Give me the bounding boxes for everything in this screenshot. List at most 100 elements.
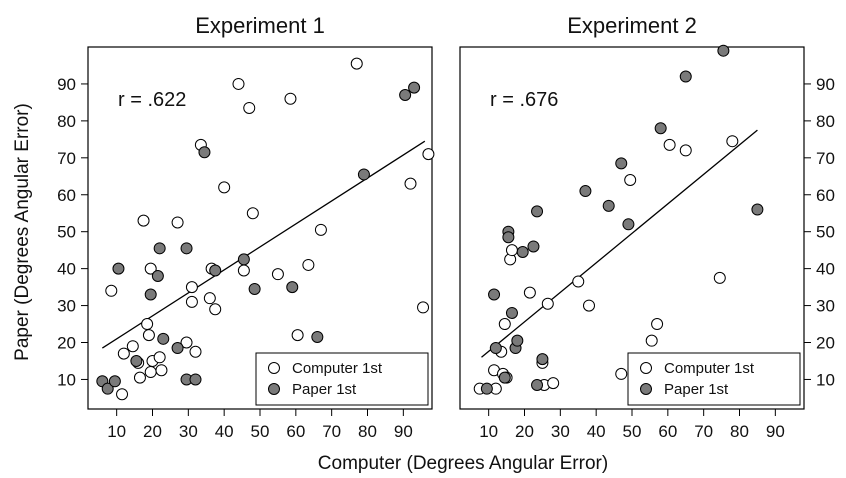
experiment-2-legend-label: Paper 1st bbox=[664, 381, 729, 398]
experiment-2-computer-1st-point bbox=[713, 271, 726, 284]
experiment-1-correlation-label: r = .622 bbox=[118, 89, 186, 111]
experiment-1-paper-1st-point bbox=[399, 89, 412, 102]
experiment-2-computer-1st-point bbox=[505, 244, 518, 257]
experiment-2-computer-1st-point bbox=[663, 138, 676, 151]
experiment-1-computer-1st-point bbox=[189, 345, 202, 358]
experiment-2-y-tick-label: 80 bbox=[816, 112, 835, 131]
experiment-2-y-tick-label: 20 bbox=[816, 334, 835, 353]
experiment-2-computer-1st-point bbox=[541, 297, 554, 310]
experiment-1-computer-1st-point bbox=[144, 366, 157, 379]
experiment-1-computer-1st-point bbox=[141, 318, 154, 331]
experiment-2-paper-1st-point bbox=[531, 205, 544, 218]
experiment-1-x-tick-label: 10 bbox=[107, 422, 126, 441]
experiment-2-computer-1st-point bbox=[498, 318, 511, 331]
experiment-1-panel: Experiment 1 10 20 30 40 50 60 70 80 90 10 20 30 40 50… bbox=[57, 13, 435, 441]
experiment-2-paper-1st-point bbox=[654, 122, 667, 135]
experiment-1-y-tick-label: 80 bbox=[57, 112, 76, 131]
experiment-2-computer-1st-point bbox=[679, 144, 692, 157]
experiment-2-paper-1st-point bbox=[489, 342, 502, 355]
experiment-2-y-tick-label: 90 bbox=[816, 75, 835, 94]
experiment-1-computer-1st-point bbox=[185, 281, 198, 294]
experiment-1-x-tick-label: 30 bbox=[179, 422, 198, 441]
experiment-1-paper-1st-point bbox=[209, 264, 222, 277]
experiment-2-x-tick-label: 30 bbox=[551, 422, 570, 441]
experiment-2-computer-1st-point bbox=[547, 377, 560, 390]
experiment-1-computer-1st-point bbox=[243, 101, 256, 114]
experiment-2-computer-1st-point bbox=[726, 135, 739, 148]
experiment-1-y-tick-label: 10 bbox=[57, 370, 76, 389]
experiment-1-paper-1st-point bbox=[108, 375, 121, 388]
experiment-2-paper-1st-point bbox=[498, 371, 511, 384]
experiment-2-y-tick-label: 30 bbox=[816, 297, 835, 316]
experiment-2-paper-1st-point bbox=[505, 306, 518, 319]
experiment-1-legend-marker bbox=[268, 362, 280, 374]
experiment-2-paper-1st-point bbox=[516, 246, 529, 259]
experiment-2-y-tick-label: 60 bbox=[816, 186, 835, 205]
experiment-1-y-tick-label: 70 bbox=[57, 149, 76, 168]
experiment-1-computer-1st-point bbox=[171, 216, 184, 229]
experiment-1-paper-1st-point bbox=[311, 330, 324, 343]
experiment-1-y-tick-label: 40 bbox=[57, 260, 76, 279]
experiment-2-x-tick-label: 20 bbox=[515, 422, 534, 441]
y-axis-title: Paper (Degrees Angular Error) bbox=[12, 103, 33, 361]
experiment-2-paper-1st-point bbox=[579, 185, 592, 198]
experiment-1-paper-1st-point bbox=[237, 253, 250, 266]
experiment-2-computer-1st-point bbox=[651, 318, 664, 331]
experiment-1-computer-1st-point bbox=[302, 258, 315, 271]
experiment-2-computer-1st-point bbox=[523, 286, 536, 299]
x-axis-title: Computer (Degrees Angular Error) bbox=[318, 453, 608, 474]
experiment-2-title: Experiment 2 bbox=[567, 13, 697, 38]
experiment-2-paper-1st-point bbox=[679, 70, 692, 83]
experiment-2-paper-1st-point bbox=[615, 157, 628, 170]
experiment-1-x-tick-label: 60 bbox=[286, 422, 305, 441]
experiment-1-legend-label: Paper 1st bbox=[292, 381, 357, 398]
experiment-2-paper-1st-point bbox=[527, 240, 540, 253]
experiment-1-fit-line bbox=[101, 140, 426, 349]
experiment-1-computer-1st-point bbox=[284, 92, 297, 105]
experiment-1-x-tick-label: 20 bbox=[143, 422, 162, 441]
experiment-1-title: Experiment 1 bbox=[195, 13, 325, 38]
experiment-1-computer-1st-point bbox=[203, 292, 216, 305]
experiment-1-paper-1st-point bbox=[171, 342, 184, 355]
experiment-1-computer-1st-point bbox=[422, 148, 435, 161]
experiment-2-x-tick-label: 90 bbox=[766, 422, 785, 441]
experiment-1-computer-1st-point bbox=[153, 351, 166, 364]
experiment-2-x-tick-label: 60 bbox=[658, 422, 677, 441]
experiment-2-paper-1st-point bbox=[536, 353, 549, 366]
experiment-1-paper-1st-point bbox=[151, 270, 164, 283]
experiment-1-y-tick-label: 50 bbox=[57, 223, 76, 242]
experiment-2-legend-label: Computer 1st bbox=[664, 360, 755, 377]
experiment-1-computer-1st-point bbox=[116, 388, 129, 401]
experiment-2-legend bbox=[627, 352, 801, 406]
experiment-1-computer-1st-point bbox=[180, 336, 193, 349]
experiment-1-computer-1st-point bbox=[417, 301, 430, 314]
experiment-2-x-tick-label: 70 bbox=[694, 422, 713, 441]
experiment-2-paper-1st-point bbox=[751, 203, 764, 216]
experiment-1-paper-1st-point bbox=[357, 168, 370, 181]
experiment-2-paper-1st-point bbox=[622, 218, 635, 231]
experiment-1-computer-1st-point bbox=[237, 264, 250, 277]
experiment-1-computer-1st-point bbox=[117, 347, 130, 360]
experiment-1-paper-1st-point bbox=[153, 242, 166, 255]
experiment-2-x-tick-label: 50 bbox=[623, 422, 642, 441]
experiment-1-y-tick-label: 60 bbox=[57, 186, 76, 205]
experiment-1-computer-1st-point bbox=[218, 181, 231, 194]
experiment-1-x-tick-label: 70 bbox=[322, 422, 341, 441]
experiment-1-legend bbox=[255, 352, 429, 406]
experiment-1-computer-1st-point bbox=[232, 77, 245, 90]
experiment-2-x-tick-label: 10 bbox=[479, 422, 498, 441]
experiment-2-correlation-label: r = .676 bbox=[490, 89, 558, 111]
experiment-1-legend-marker bbox=[268, 383, 280, 395]
experiment-2-y-tick-label: 70 bbox=[816, 149, 835, 168]
experiment-1-computer-1st-point bbox=[142, 329, 155, 342]
experiment-2-y-tick-label: 50 bbox=[816, 223, 835, 242]
experiment-1-paper-1st-point bbox=[144, 288, 157, 301]
experiment-1-computer-1st-point bbox=[137, 214, 150, 227]
experiment-2-computer-1st-point bbox=[583, 299, 595, 312]
experiment-1-paper-1st-point bbox=[112, 262, 125, 275]
experiment-2-computer-1st-point bbox=[645, 334, 658, 347]
experiment-2-computer-1st-point bbox=[572, 275, 585, 288]
experiment-2-legend-marker bbox=[640, 362, 652, 374]
experiment-1-paper-1st-point bbox=[130, 354, 143, 367]
experiment-2-paper-1st-point bbox=[717, 44, 730, 57]
